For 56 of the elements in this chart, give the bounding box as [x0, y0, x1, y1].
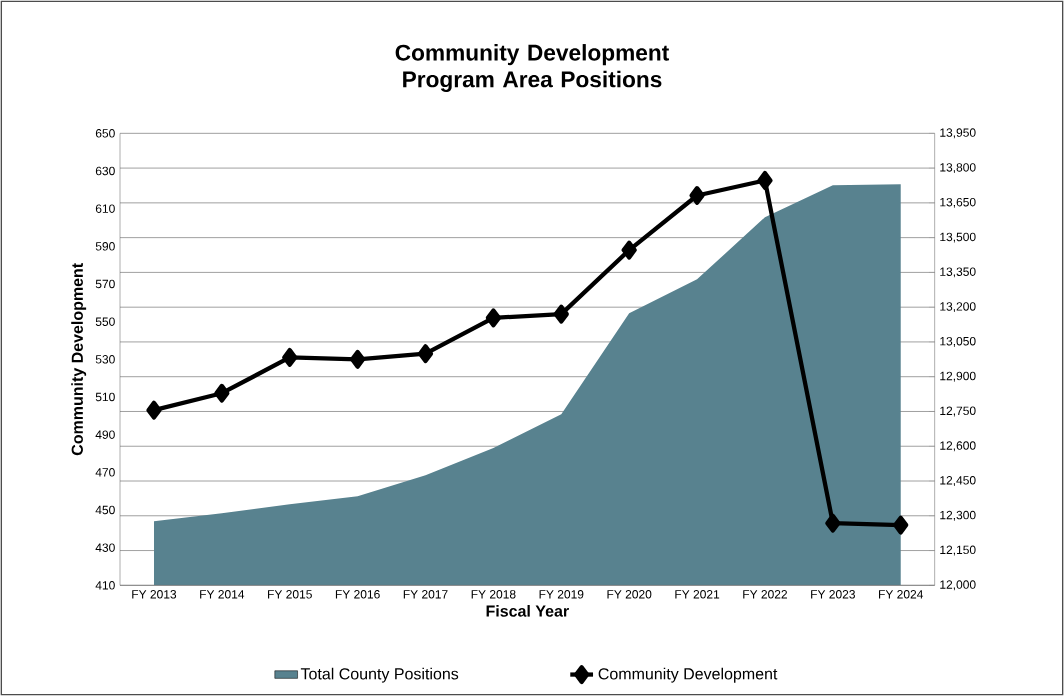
y-tick-label: 590: [95, 242, 115, 251]
x-axis-title: Fiscal Year: [486, 605, 569, 617]
x-tick-label: FY 2017: [403, 590, 448, 599]
y2-tick-label: 13,950: [940, 128, 976, 139]
y-tick-label: 550: [95, 317, 115, 326]
legend-label: Community Development: [598, 667, 778, 683]
y-tick-label: 410: [95, 581, 115, 590]
point: [621, 240, 637, 260]
y2-tick-label: 12,300: [940, 510, 976, 521]
y-tick-label: 630: [95, 166, 115, 176]
y2-tick-label: 12,450: [940, 476, 976, 486]
y2-tick-label: 12,900: [940, 371, 976, 382]
x-tick-label: FY 2021: [675, 590, 720, 599]
x-tick-label: FY 2018: [471, 590, 516, 599]
point: [825, 513, 841, 533]
y2-tick-label: 13,500: [940, 232, 976, 243]
y2-tick-label: 13,050: [940, 336, 976, 347]
x-tick-label: FY 2023: [811, 590, 855, 599]
y-tick-label: 650: [95, 129, 115, 138]
point: [417, 344, 434, 364]
y-tick-label: 610: [95, 204, 115, 213]
y-tick-label: 470: [95, 468, 115, 477]
y2-tick-label: 12,150: [940, 545, 976, 556]
point: [282, 347, 298, 367]
y2-tick-label: 13,800: [940, 163, 976, 174]
point: [553, 304, 569, 324]
y-tick-label: 450: [95, 505, 115, 515]
x-tick-label: FY 2015: [268, 590, 312, 599]
y2-tick-label: 12,750: [940, 406, 976, 417]
point: [689, 186, 705, 205]
x-tick-label: FY 2016: [335, 590, 380, 599]
x-tick-label: FY 2019: [539, 590, 584, 599]
x-tick-label: FY 2020: [607, 590, 652, 599]
legend-label: Total County Positions: [300, 667, 459, 683]
point: [146, 400, 162, 420]
y-tick-label: 530: [95, 355, 115, 364]
y2-tick-label: 13,200: [940, 302, 976, 313]
y-tick-label: 510: [95, 392, 115, 402]
y-tick-label: 430: [95, 543, 115, 552]
y2-tick-label: 12,600: [940, 441, 976, 452]
point: [349, 349, 366, 369]
point: [485, 308, 502, 328]
chart-title: Community Development Program Area Positions: [395, 44, 669, 92]
y-axis-title: Community Development: [71, 263, 87, 456]
x-tick-label: FY 2022: [743, 590, 787, 599]
y-tick-label: 570: [95, 279, 115, 289]
x-tick-label: FY 2013: [132, 590, 177, 599]
y2-tick-label: 12,000: [940, 580, 976, 591]
point: [757, 170, 773, 190]
point: [214, 383, 230, 403]
x-tick-label: FY 2024: [879, 590, 924, 599]
y-tick-label: 490: [95, 430, 115, 439]
y2-tick-label: 13,650: [940, 197, 976, 208]
point: [893, 515, 909, 535]
y2-tick-label: 13,350: [940, 267, 976, 278]
x-tick-label: FY 2014: [200, 590, 245, 599]
